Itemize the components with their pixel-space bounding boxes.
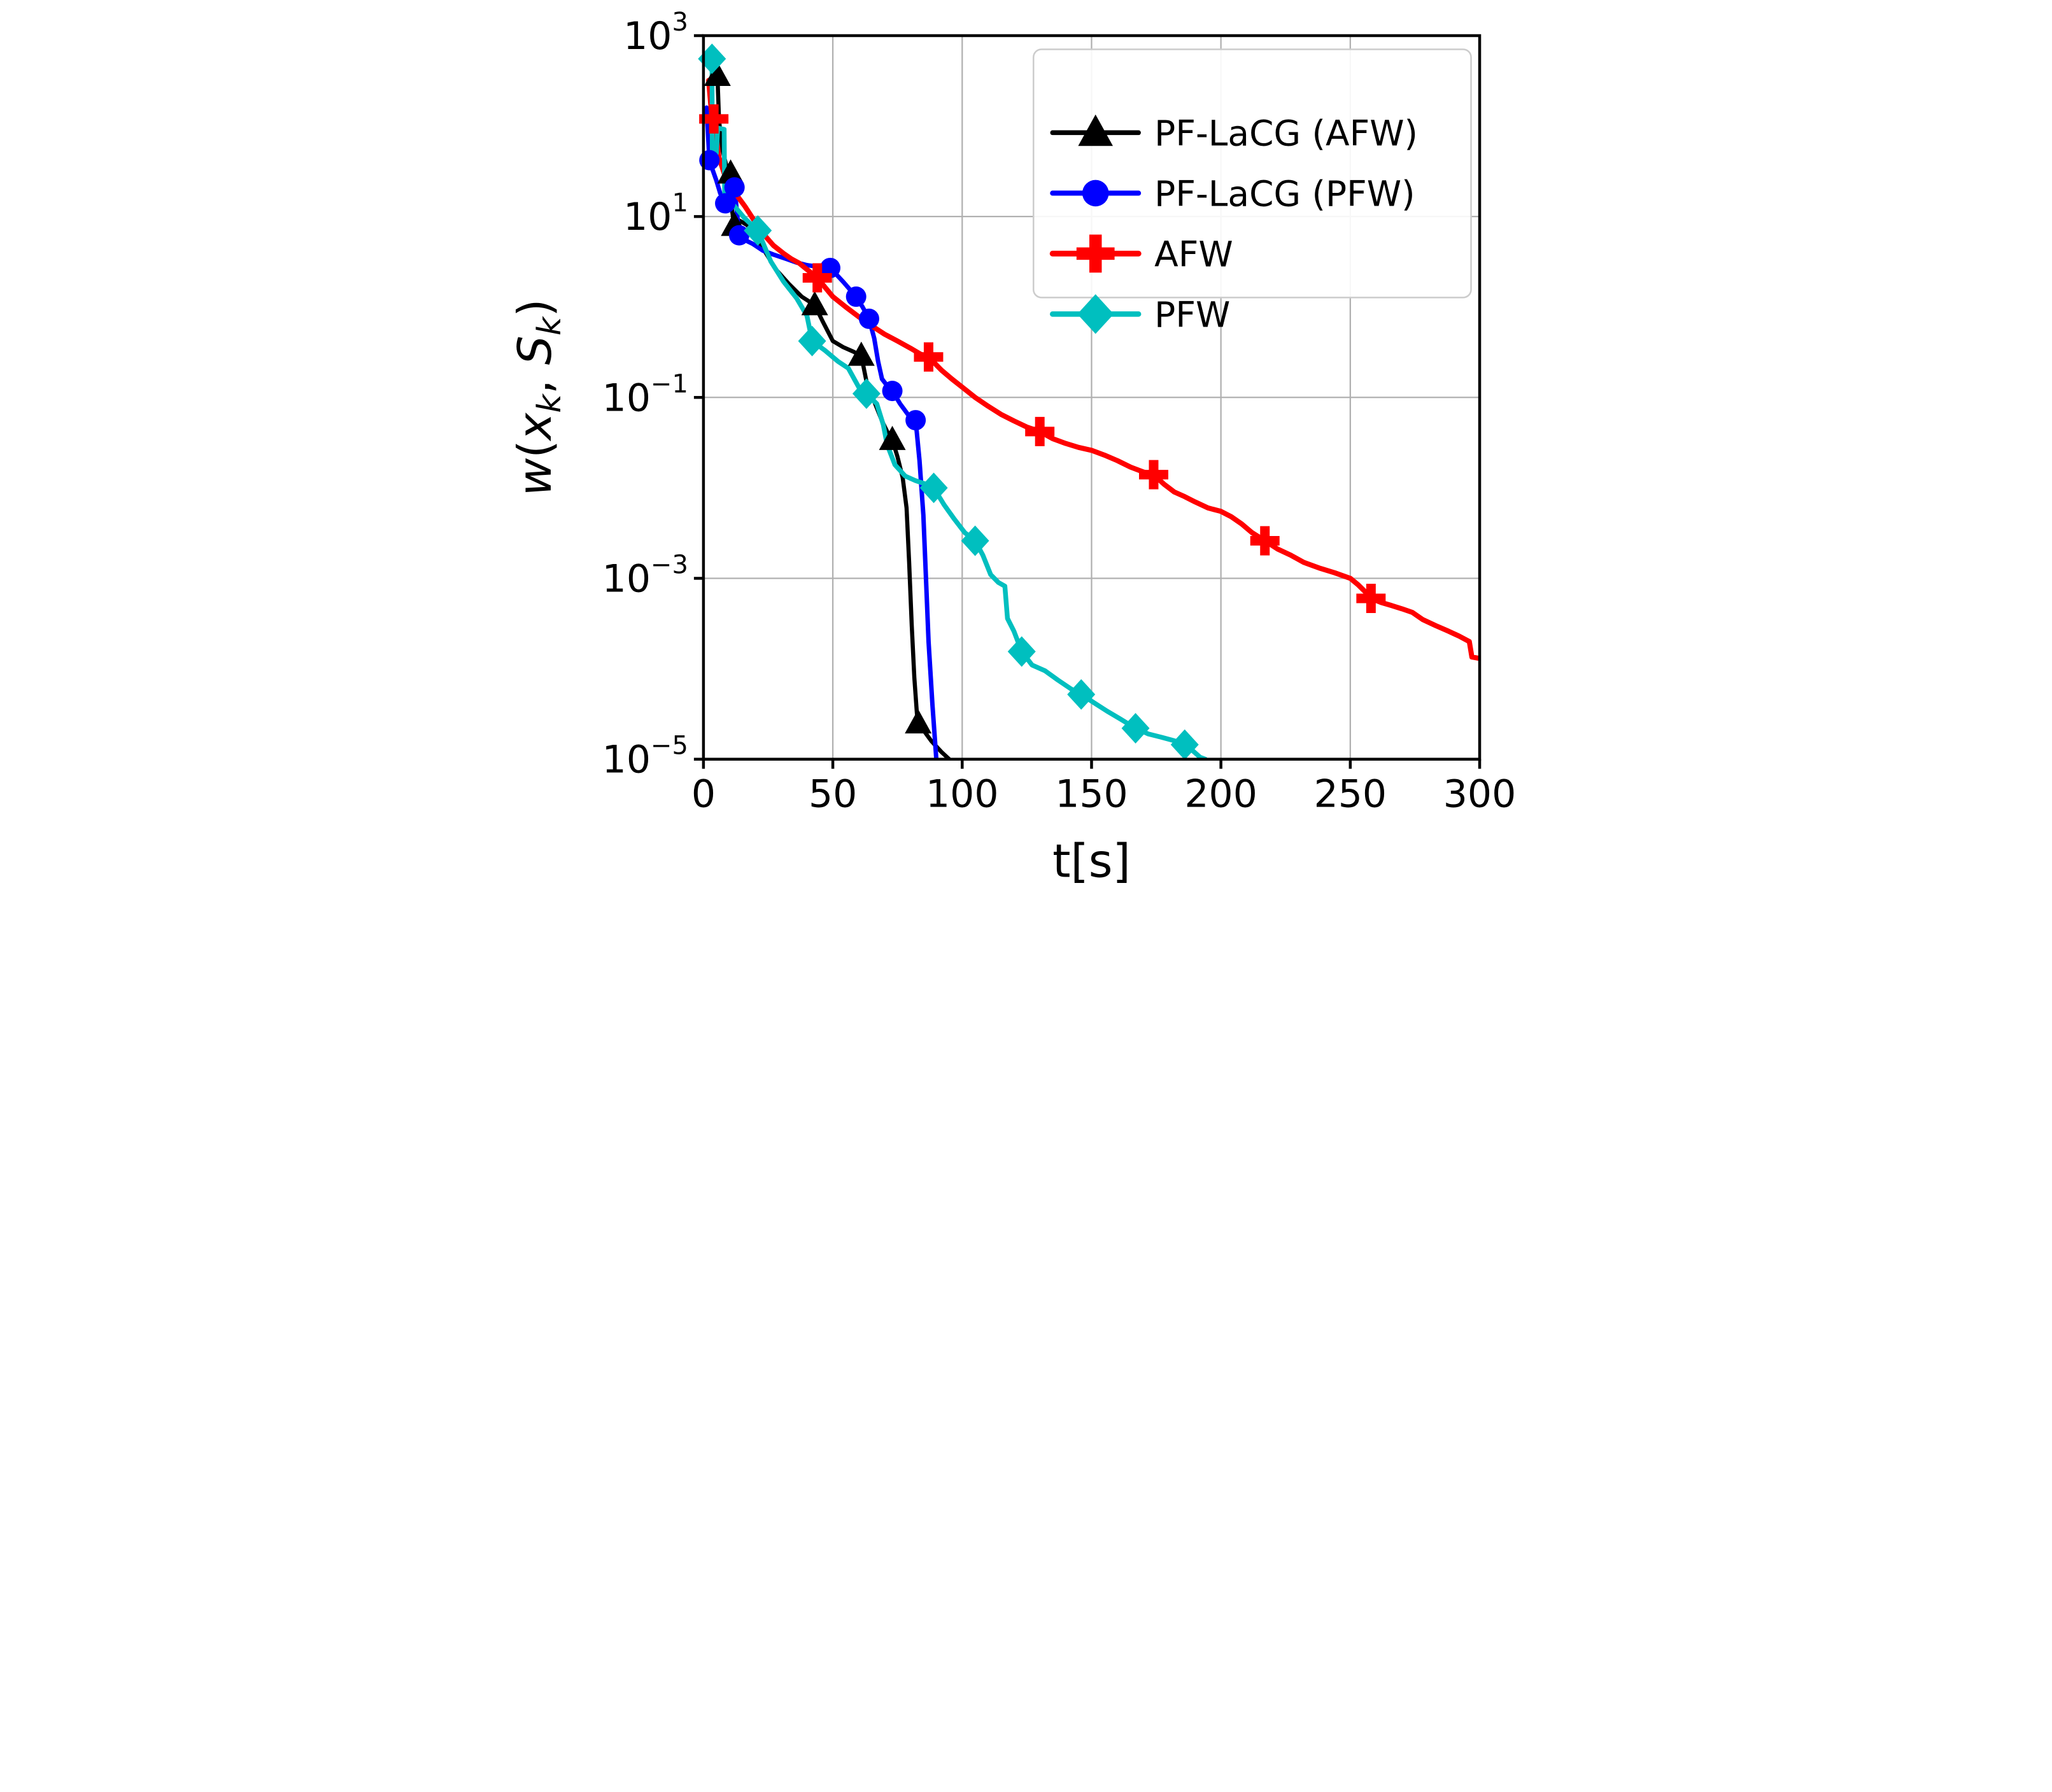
legend-item-pfw: PFW [1049, 294, 1230, 335]
legend-box [1032, 48, 1472, 299]
legend-label: PFW [1154, 294, 1230, 335]
triangle-icon [1078, 114, 1114, 146]
circle-marker [858, 308, 879, 329]
triangle-marker [905, 709, 932, 734]
plus-marker [914, 342, 944, 372]
diamond-icon [1077, 294, 1114, 334]
y-axis-label: w(xk​, Sk​) [513, 299, 568, 497]
diamond-marker [1121, 712, 1150, 744]
triangle-marker [717, 159, 744, 184]
y-tick-label: 10−1 [602, 369, 688, 420]
legend-item-pf-lacg-pfw: PF-LaCG (PFW) [1050, 173, 1415, 214]
triangle-marker [704, 62, 731, 87]
plus-marker [1025, 416, 1055, 446]
x-tick-label: 0 [691, 772, 716, 817]
x-tick-label: 50 [809, 772, 857, 817]
diamond-marker [1067, 679, 1096, 710]
diamond-marker [919, 472, 948, 504]
x-tick-label: 300 [1443, 772, 1516, 817]
figure-container: 0 50 100 150 200 250 300 103 101 10−1 10−3 10−5 t[s]… [513, 0, 1539, 896]
x-tick-label: 250 [1314, 772, 1387, 817]
diamond-marker [852, 378, 881, 409]
x-tick-label: 150 [1055, 772, 1128, 817]
ticks: 0 50 100 150 200 250 300 103 101 10−1 10−3 10−5 [602, 8, 1517, 817]
diamond-marker [1170, 729, 1199, 760]
legend-label: PF-LaCG (PFW) [1154, 173, 1415, 214]
plus-marker [1139, 460, 1168, 490]
circle-icon [1082, 180, 1109, 207]
legend: PF-LaCG (AFW) PF-LaCG (PFW) AFW PFW [1032, 48, 1472, 335]
legend-item-afw: AFW [1049, 234, 1233, 274]
diamond-marker [698, 43, 726, 74]
plus-marker [1356, 583, 1386, 613]
curve-markers [698, 43, 1386, 760]
plus-marker [802, 263, 832, 293]
plus-icon [1076, 234, 1115, 273]
triangle-marker [801, 291, 828, 316]
circle-marker [724, 177, 745, 198]
diamond-marker [961, 525, 989, 556]
y-tick-label: 10−5 [602, 731, 688, 782]
triangle-marker [879, 425, 906, 450]
legend-item-pf-lacg-afw: PF-LaCG (AFW) [1050, 113, 1418, 153]
circle-marker [846, 286, 867, 307]
circle-marker [820, 257, 841, 278]
triangle-marker [847, 341, 875, 366]
convergence-chart: 0 50 100 150 200 250 300 103 101 10−1 10−3 10−5 t[s]… [513, 0, 1539, 896]
y-tick-label: 103 [623, 8, 688, 59]
diamond-marker [744, 215, 772, 246]
x-tick-label: 200 [1184, 772, 1257, 817]
x-tick-label: 100 [926, 772, 998, 817]
legend-label: AFW [1154, 234, 1233, 274]
circle-marker [905, 410, 926, 431]
plus-marker [1250, 526, 1280, 556]
x-axis-label: t[s] [1052, 835, 1131, 889]
y-tick-label: 101 [623, 188, 688, 239]
y-tick-label: 10−3 [602, 550, 688, 601]
plus-marker [699, 104, 729, 134]
legend-label: PF-LaCG (AFW) [1154, 113, 1418, 153]
circle-marker [882, 381, 903, 402]
curve-afw [706, 78, 1480, 661]
circle-marker [715, 193, 736, 214]
